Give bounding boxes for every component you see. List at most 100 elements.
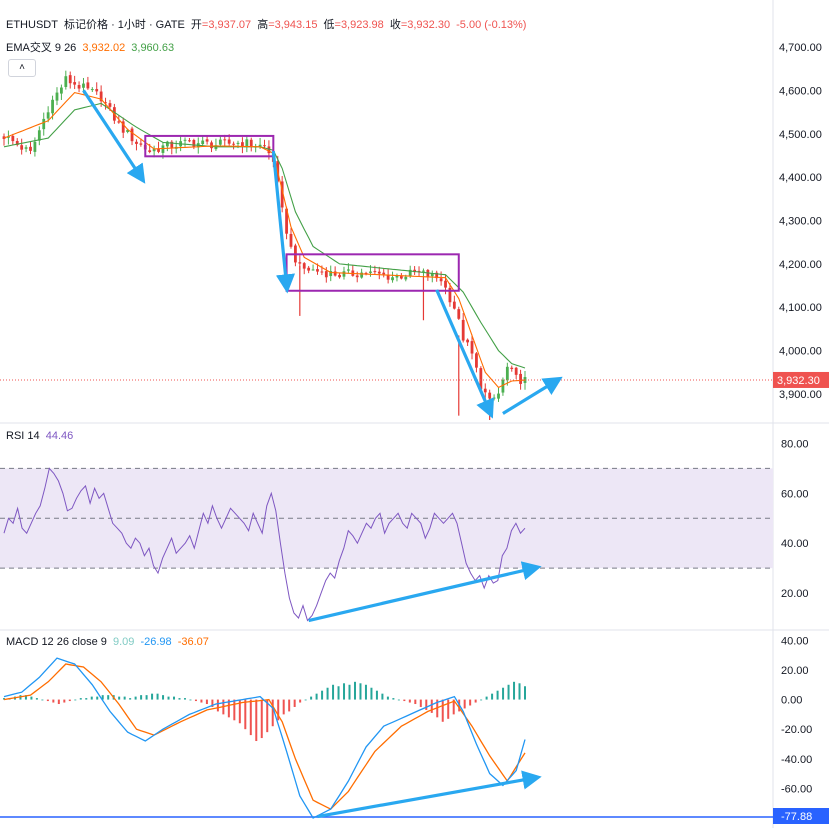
candle-body — [382, 272, 386, 275]
candle-body — [444, 280, 447, 288]
candle-body — [364, 272, 368, 274]
candle-body — [479, 368, 483, 390]
macd-histogram-bar — [156, 693, 159, 700]
macd-histogram-bar — [3, 698, 5, 700]
macd-histogram-bar — [463, 699, 466, 709]
macd-histogram-bar — [480, 699, 483, 701]
macd-histogram-bar — [200, 699, 203, 703]
ema-legend-label[interactable]: EMA交叉 9 26 — [6, 42, 77, 54]
candle-body — [64, 76, 68, 87]
macd-histogram-bar — [447, 699, 450, 719]
macd-histogram-bar — [85, 698, 88, 700]
macd-histogram-bar — [249, 699, 252, 736]
candle-body — [192, 139, 196, 147]
macd-histogram-bar — [30, 696, 33, 700]
low-label: 低 — [323, 19, 335, 31]
rsi-legend-label[interactable]: RSI 14 — [6, 430, 40, 442]
macd-histogram-bar — [183, 698, 186, 700]
candle-body — [170, 141, 174, 148]
candle-body — [7, 136, 10, 138]
ema-fast-line — [3, 91, 526, 389]
macd-histogram-bar — [227, 699, 230, 718]
macd-histogram-bar — [364, 684, 367, 700]
macd-histogram-bar — [348, 684, 351, 700]
chart-title: 标记价格 · 1小时 · GATE — [64, 19, 185, 31]
macd-histogram-bar — [343, 683, 346, 700]
macd-histogram-bar — [271, 699, 274, 727]
candle-body — [188, 140, 191, 142]
candle-body — [395, 275, 399, 278]
rsi-value: 44.46 — [45, 430, 74, 442]
macd-histogram-bar — [304, 699, 307, 701]
candle-body — [320, 271, 324, 273]
candle-body — [223, 139, 227, 141]
candle-body — [289, 233, 293, 247]
candle-body — [501, 379, 505, 393]
candle-body — [514, 367, 518, 375]
macd-hist-value: 9.09 — [112, 636, 135, 648]
candle-body — [497, 393, 500, 399]
macd-tick-label: -40.00 — [781, 754, 812, 766]
macd-histogram-bar — [408, 699, 411, 703]
candle-body — [59, 87, 63, 94]
macd-histogram-bar — [414, 699, 417, 705]
macd-legend-label[interactable]: MACD 12 26 close 9 — [6, 636, 107, 648]
candle-body — [505, 366, 509, 381]
candle-body — [404, 276, 408, 280]
macd-histogram-bar — [397, 699, 400, 701]
candle-body — [488, 392, 492, 399]
macd-tick-label: 40.00 — [781, 635, 809, 647]
macd-histogram-bar — [46, 699, 49, 702]
candle-body — [475, 353, 478, 368]
macd-histogram-bar — [68, 699, 71, 702]
candle-body — [360, 272, 364, 278]
candle-body — [492, 397, 496, 399]
candle-body — [483, 388, 487, 393]
candle-body — [15, 140, 19, 146]
candle-body — [20, 145, 24, 150]
candle-body — [369, 271, 372, 273]
candle-body — [130, 128, 134, 142]
candle-body — [470, 341, 474, 354]
candle-body — [241, 142, 244, 147]
macd-divergence-arrow — [317, 770, 542, 819]
macd-histogram-bar — [502, 687, 505, 700]
candle-body — [51, 99, 54, 114]
candle-body — [77, 85, 81, 89]
collapse-legend-button[interactable]: ˄ — [8, 59, 36, 77]
candle-body — [280, 181, 284, 208]
macd-signal-value: -36.07 — [177, 636, 209, 648]
macd-last-label: -77.88 — [781, 811, 812, 823]
symbol-header: ETHUSDT 标记价格 · 1小时 · GATE 开=3,937.07 高=3… — [6, 16, 529, 32]
candle-body — [448, 287, 452, 303]
candle-body — [148, 150, 152, 153]
candle-body — [302, 263, 306, 269]
candle-body — [95, 89, 99, 92]
price-tick-label: 4,000.00 — [779, 346, 822, 358]
candle-body — [55, 92, 59, 101]
candle-body — [135, 141, 138, 144]
candle-body — [316, 269, 319, 272]
price-trend-arrow — [502, 376, 563, 415]
symbol-label[interactable]: ETHUSDT — [6, 19, 58, 31]
candle-body — [236, 142, 240, 144]
macd-histogram-bar — [386, 696, 389, 700]
candle-body — [218, 139, 222, 145]
macd-histogram-bar — [244, 699, 247, 730]
candle-body — [121, 121, 125, 133]
macd-histogram-bar — [353, 681, 356, 700]
candle-body — [430, 273, 434, 277]
candle-body — [232, 143, 235, 145]
macd-histogram-bar — [430, 699, 433, 713]
candle-body — [68, 75, 72, 84]
macd-histogram-bar — [524, 686, 526, 700]
macd-histogram-bar — [134, 696, 137, 700]
macd-histogram-bar — [63, 699, 66, 703]
candle-body — [161, 145, 165, 153]
candle-body — [439, 278, 443, 282]
macd-histogram-bar — [491, 693, 494, 700]
macd-histogram-bar — [57, 699, 60, 705]
candle-body — [338, 274, 341, 278]
candle-body — [139, 143, 143, 145]
candle-body — [346, 269, 350, 271]
